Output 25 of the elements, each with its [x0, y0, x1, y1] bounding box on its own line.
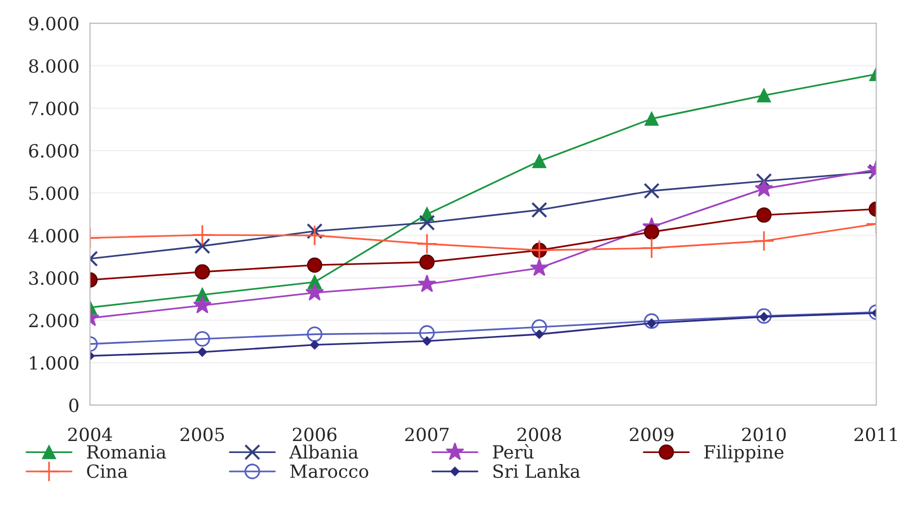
y-tick-label: 1.000 — [30, 356, 78, 370]
x-tick-label: 2010 — [742, 428, 786, 442]
y-tick-label: 3.000 — [29, 271, 78, 285]
y-tick-label: 8.000 — [29, 59, 78, 73]
legend-label: Sri Lanka — [493, 464, 580, 478]
x-tick-label: 2007 — [405, 428, 449, 442]
x-tick-label: 2004 — [68, 428, 112, 442]
y-tick-label: 0 — [69, 398, 78, 412]
y-tick-label: 5.000 — [29, 186, 78, 200]
x-tick-label: 2011 — [854, 428, 897, 442]
legend-label: Filippine — [704, 444, 784, 462]
y-tick-label: 9.000 — [29, 16, 78, 30]
legend-label: Cina — [87, 464, 128, 478]
y-tick-label: 7.000 — [29, 102, 78, 116]
legend-label: Albania — [289, 444, 358, 459]
legend-label: Perù — [492, 444, 534, 459]
y-tick-label: 6.000 — [29, 144, 78, 158]
x-tick-label: 2009 — [630, 428, 674, 442]
legend-label: Romania — [87, 445, 166, 459]
legend-label: Marocco — [290, 464, 368, 478]
y-tick-label: 4.000 — [28, 228, 78, 243]
y-tick-label: 2.000 — [29, 314, 78, 328]
x-tick-label: 2006 — [292, 428, 336, 442]
x-tick-label: 2008 — [518, 428, 562, 442]
x-tick-label: 2005 — [180, 428, 224, 442]
